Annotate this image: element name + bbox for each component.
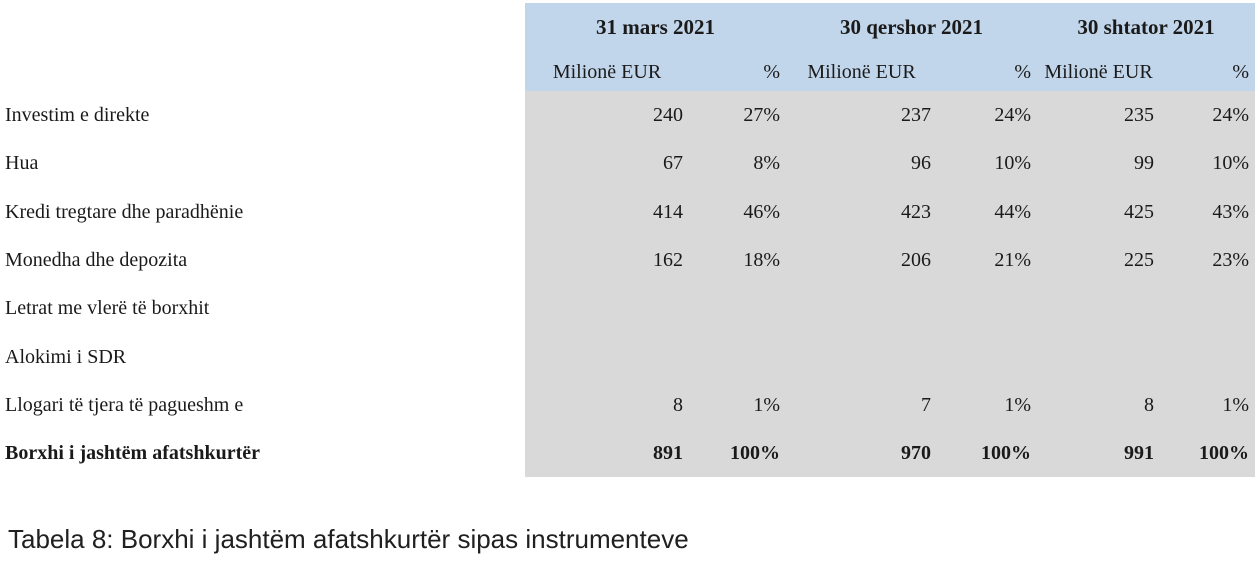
value-cell: [1160, 284, 1255, 333]
row-label: Kredi tregtare dhe paradhënie: [0, 187, 525, 236]
subheader-pct-2: %: [937, 52, 1037, 91]
value-cell: [1037, 332, 1160, 381]
subheader-pct-3: %: [1160, 52, 1255, 91]
total-value-cell: 100%: [937, 429, 1037, 478]
value-cell: 414: [525, 187, 689, 236]
value-cell: 24%: [937, 91, 1037, 140]
row-label: Investim e direkte: [0, 91, 525, 140]
value-cell: 206: [786, 235, 937, 285]
value-cell: 44%: [937, 187, 1037, 236]
row-label: Letrat me vlerë të borxhit: [0, 284, 525, 333]
value-cell: 423: [786, 187, 937, 236]
row-label: Monedha dhe depozita: [0, 235, 525, 285]
value-cell: 8%: [689, 139, 786, 188]
value-cell: 27%: [689, 91, 786, 140]
short-term-debt-table: 31 mars 2021 30 qershor 2021 30 shtator …: [0, 3, 1255, 478]
value-cell: 67: [525, 139, 689, 188]
value-cell: 1%: [689, 380, 786, 430]
value-cell: 235: [1037, 91, 1160, 140]
row-label: Alokimi i SDR: [0, 332, 525, 381]
row-label: Llogari të tjera të pagueshm e: [0, 380, 525, 430]
subheader-eur-2: Milionë EUR: [786, 52, 937, 91]
value-cell: [937, 284, 1037, 333]
value-cell: 1%: [937, 380, 1037, 430]
value-cell: [937, 332, 1037, 381]
table-caption: Tabela 8: Borxhi i jashtëm afatshkurtër …: [8, 524, 689, 554]
value-cell: 21%: [937, 235, 1037, 285]
total-value-cell: 100%: [689, 429, 786, 478]
header-spacer: [0, 3, 525, 52]
debt-table-figure: 31 mars 2021 30 qershor 2021 30 shtator …: [0, 3, 1255, 478]
value-cell: 10%: [1160, 139, 1255, 188]
value-cell: 18%: [689, 235, 786, 285]
value-cell: 46%: [689, 187, 786, 236]
value-cell: [525, 332, 689, 381]
value-cell: [689, 284, 786, 333]
value-cell: 7: [786, 380, 937, 430]
total-value-cell: 970: [786, 429, 937, 478]
value-cell: 10%: [937, 139, 1037, 188]
row-label: Hua: [0, 139, 525, 188]
total-value-cell: 991: [1037, 429, 1160, 478]
value-cell: [525, 284, 689, 333]
value-cell: 23%: [1160, 235, 1255, 285]
total-value-cell: 891: [525, 429, 689, 478]
value-cell: 240: [525, 91, 689, 140]
value-cell: [1160, 332, 1255, 381]
value-cell: [786, 284, 937, 333]
value-cell: 96: [786, 139, 937, 188]
subheader-eur-3: Milionë EUR: [1037, 52, 1160, 91]
subheader-pct-1: %: [689, 52, 786, 91]
value-cell: 43%: [1160, 187, 1255, 236]
total-row-label: Borxhi i jashtëm afatshkurtër: [0, 429, 525, 478]
subheader-eur-1: Milionë EUR: [525, 52, 689, 91]
period-header-mars: 31 mars 2021: [525, 3, 786, 52]
value-cell: [1037, 284, 1160, 333]
total-value-cell: 100%: [1160, 429, 1255, 478]
value-cell: 237: [786, 91, 937, 140]
value-cell: [689, 332, 786, 381]
value-cell: 8: [525, 380, 689, 430]
value-cell: 1%: [1160, 380, 1255, 430]
value-cell: 425: [1037, 187, 1160, 236]
value-cell: 24%: [1160, 91, 1255, 140]
value-cell: [786, 332, 937, 381]
value-cell: 162: [525, 235, 689, 285]
value-cell: 99: [1037, 139, 1160, 188]
value-cell: 225: [1037, 235, 1160, 285]
value-cell: 8: [1037, 380, 1160, 430]
period-header-qershor: 30 qershor 2021: [786, 3, 1037, 52]
subheader-spacer: [0, 52, 525, 91]
period-header-shtator: 30 shtator 2021: [1037, 3, 1255, 52]
